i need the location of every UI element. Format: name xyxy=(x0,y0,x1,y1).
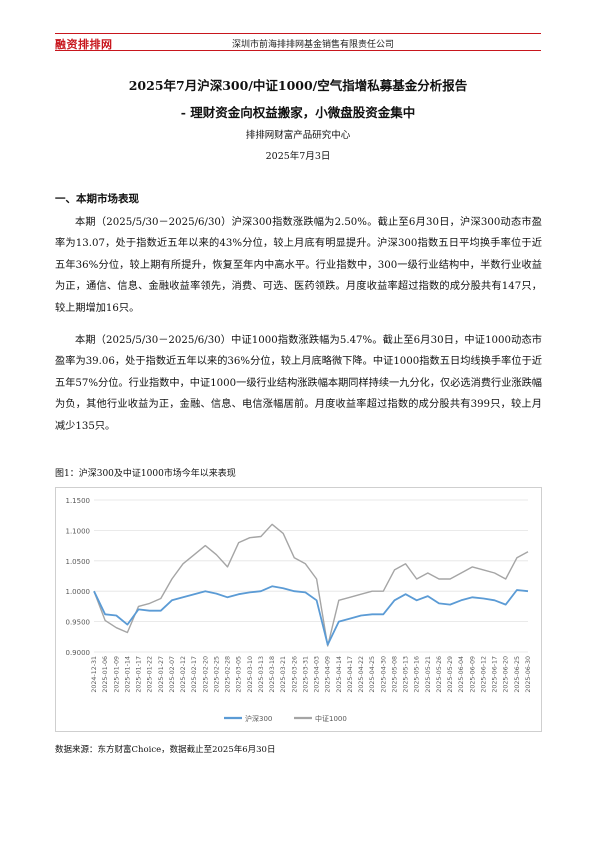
x-tick-label: 2025-01-27 xyxy=(158,656,165,693)
x-tick-label: 2025-01-06 xyxy=(102,656,109,693)
x-tick-label: 2025-04-14 xyxy=(336,656,343,693)
x-tick-label: 2025-06-17 xyxy=(492,656,499,693)
x-tick-label: 2025-06-12 xyxy=(480,656,487,693)
paragraph-hs300: 本期（2025/5/30－2025/6/30）沪深300指数涨跌幅为2.50%。… xyxy=(55,217,542,314)
x-tick-label: 2025-03-21 xyxy=(280,656,287,693)
x-tick-label: 2025-02-12 xyxy=(180,656,187,693)
y-tick-label: 1.0500 xyxy=(66,558,91,566)
x-tick-label: 2025-01-14 xyxy=(124,656,131,693)
x-tick-label: 2025-05-29 xyxy=(447,656,454,693)
legend-label: 中证1000 xyxy=(315,714,347,723)
x-tick-label: 2025-02-25 xyxy=(213,656,220,693)
legend-label: 沪深300 xyxy=(245,714,272,723)
x-tick-label: 2025-03-10 xyxy=(247,656,254,693)
x-tick-label: 2025-06-25 xyxy=(514,656,521,693)
x-tick-label: 2025-03-05 xyxy=(236,656,243,693)
x-tick-label: 2025-01-17 xyxy=(136,656,143,693)
line-chart: 0.9000 0.9500 1.0000 1.0500 1.1000 1.1500 2024… xyxy=(66,497,533,723)
x-tick-label: 2025-04-22 xyxy=(358,656,365,693)
y-tick-label: 0.9500 xyxy=(66,619,91,627)
y-tick-label: 0.9000 xyxy=(66,649,91,657)
x-tick-label: 2025-02-17 xyxy=(191,656,198,693)
x-tick-label: 2025-02-28 xyxy=(225,656,232,693)
report-author: 排排网财富产品研究中心 xyxy=(245,130,351,141)
x-tick-label: 2025-03-13 xyxy=(258,656,265,693)
x-tick-label: 2025-05-26 xyxy=(436,656,443,693)
header-company: 深圳市前海排排网基金销售有限责任公司 xyxy=(231,40,394,50)
x-tick-label: 2025-05-21 xyxy=(425,656,432,693)
series-line-zz1000 xyxy=(93,523,529,647)
paragraph-zz1000: 本期（2025/5/30－2025/6/30）中证1000指数涨跌幅为5.47%… xyxy=(55,335,542,432)
x-tick-label: 2025-04-17 xyxy=(347,656,354,693)
x-tick-label: 2025-01-22 xyxy=(147,656,154,693)
x-tick-label: 2025-03-18 xyxy=(269,656,276,693)
x-tick-label: 2025-04-09 xyxy=(325,656,332,693)
x-tick-label: 2025-02-07 xyxy=(169,656,176,693)
y-tick-label: 1.1500 xyxy=(66,497,91,505)
x-tick-label: 2025-04-25 xyxy=(369,656,376,693)
section-heading: 一、本期市场表现 xyxy=(55,193,139,205)
header-top-rule xyxy=(55,33,541,34)
header-rule xyxy=(55,50,541,51)
figure-caption: 图1：沪深300及中证1000市场今年以来表现 xyxy=(55,469,236,479)
report-title: 2025年7月沪深300/中证1000/空气指增私募基金分析报告 xyxy=(128,78,468,93)
x-tick-label: 2025-01-09 xyxy=(113,656,120,693)
x-tick-label: 2025-06-09 xyxy=(469,656,476,693)
x-tick-label: 2024-12-31 xyxy=(91,656,98,693)
report-subtitle: - 理财资金向权益搬家，小微盘股资金集中 xyxy=(180,105,416,120)
x-tick-label: 2025-03-31 xyxy=(302,656,309,693)
report-date: 2025年7月3日 xyxy=(265,151,331,162)
data-source: 数据来源：东方财富Choice，数据截止至2025年6月30日 xyxy=(55,745,276,755)
x-tick-label: 2025-05-13 xyxy=(403,656,410,693)
chart-container: 0.9000 0.9500 1.0000 1.0500 1.1000 1.1500 2024… xyxy=(55,487,542,732)
x-tick-label: 2025-05-16 xyxy=(414,656,421,693)
y-tick-label: 1.1000 xyxy=(66,527,91,535)
x-tick-label: 2025-03-26 xyxy=(291,656,298,693)
x-tick-label: 2025-04-30 xyxy=(380,656,387,693)
x-tick-label: 2025-06-30 xyxy=(525,656,532,693)
x-tick-label: 2025-02-20 xyxy=(202,656,209,693)
y-tick-label: 1.0000 xyxy=(66,588,91,596)
x-tick-label: 2025-05-08 xyxy=(391,656,398,693)
x-tick-label: 2025-06-20 xyxy=(503,656,510,693)
x-tick-label: 2025-06-04 xyxy=(458,656,465,693)
series-line-hs300 xyxy=(93,585,529,646)
x-tick-label: 2025-04-03 xyxy=(314,656,321,693)
header-logo: 融资排排网 xyxy=(55,38,113,51)
